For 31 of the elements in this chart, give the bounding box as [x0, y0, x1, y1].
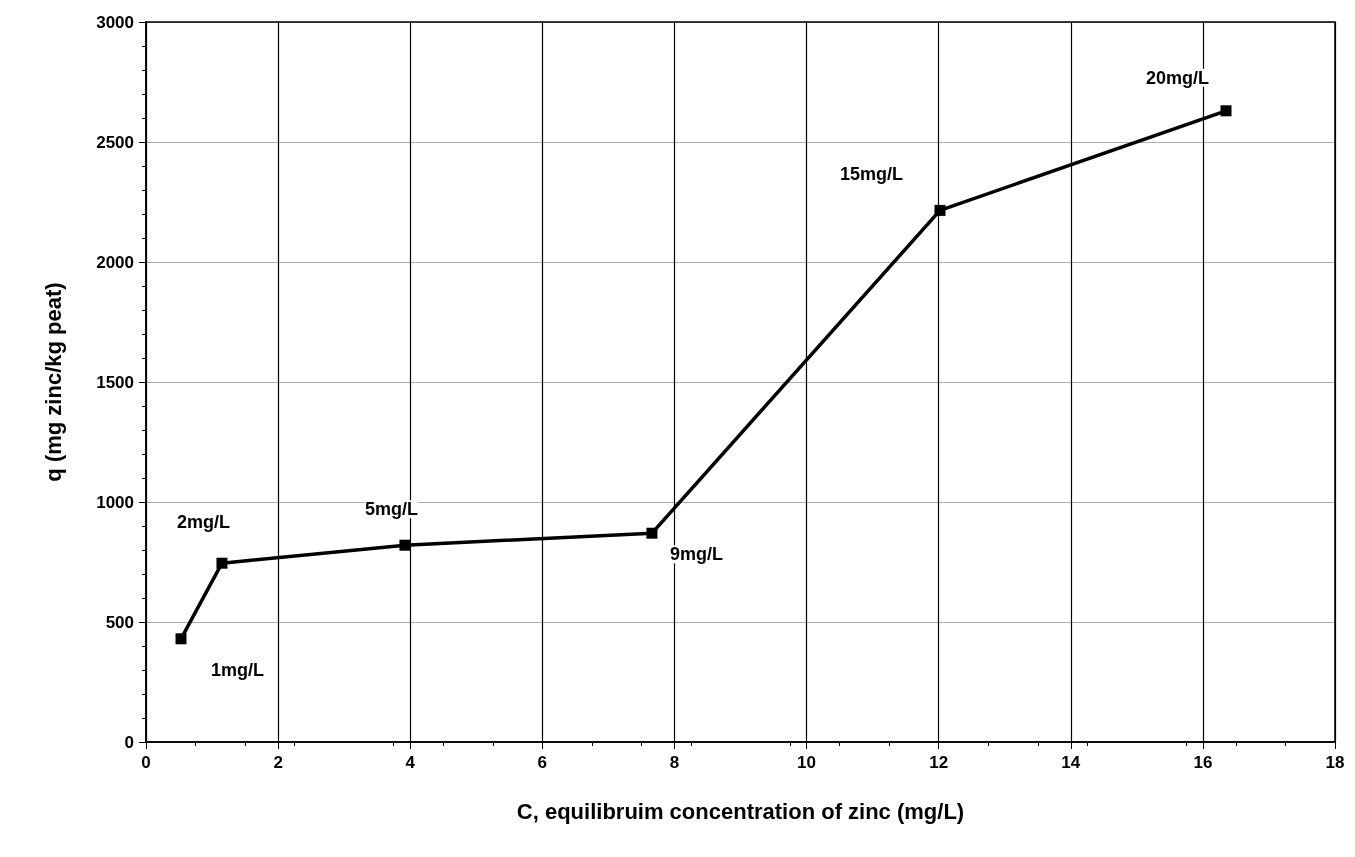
- x-tick-label: 8: [669, 753, 680, 772]
- x-tick-label: 16: [1193, 753, 1213, 772]
- point: [646, 527, 658, 539]
- point: [934, 204, 946, 216]
- annotation: 1mg/L: [211, 659, 265, 680]
- annotation: 5mg/L: [364, 499, 418, 520]
- x-tick-label: 14: [1061, 753, 1081, 772]
- y-tick-label: 2500: [96, 132, 134, 152]
- y-tick-label: 0: [124, 732, 134, 752]
- y-tick-label: 1500: [96, 372, 134, 392]
- y-tick-label: 500: [105, 612, 134, 632]
- y-tick-label: 3000: [96, 12, 134, 32]
- annotation: 2mg/L: [176, 512, 230, 533]
- x-tick-label: 2: [273, 753, 283, 772]
- point: [399, 539, 411, 551]
- x-tick-label: 0: [141, 753, 151, 772]
- annotation: 20mg/L: [1146, 67, 1210, 88]
- x-tick-label: 12: [929, 753, 949, 772]
- annotation: 15mg/L: [839, 164, 904, 185]
- x-axis-title: C, equilibruim concentration of zinc (mg/L): [516, 798, 965, 824]
- y-tick-label: 2000: [96, 252, 134, 272]
- annotation: 9mg/L: [669, 544, 723, 565]
- point: [175, 633, 187, 645]
- y-axis-title: q (mg zinc/kg peat): [40, 282, 66, 482]
- point: [216, 557, 228, 569]
- x-tick-label: 4: [405, 753, 416, 772]
- point: [1220, 105, 1232, 117]
- x-tick-label: 10: [797, 753, 817, 772]
- x-tick-label: 6: [537, 753, 548, 772]
- x-tick-label: 18: [1325, 753, 1345, 772]
- y-tick-label: 1000: [96, 492, 134, 512]
